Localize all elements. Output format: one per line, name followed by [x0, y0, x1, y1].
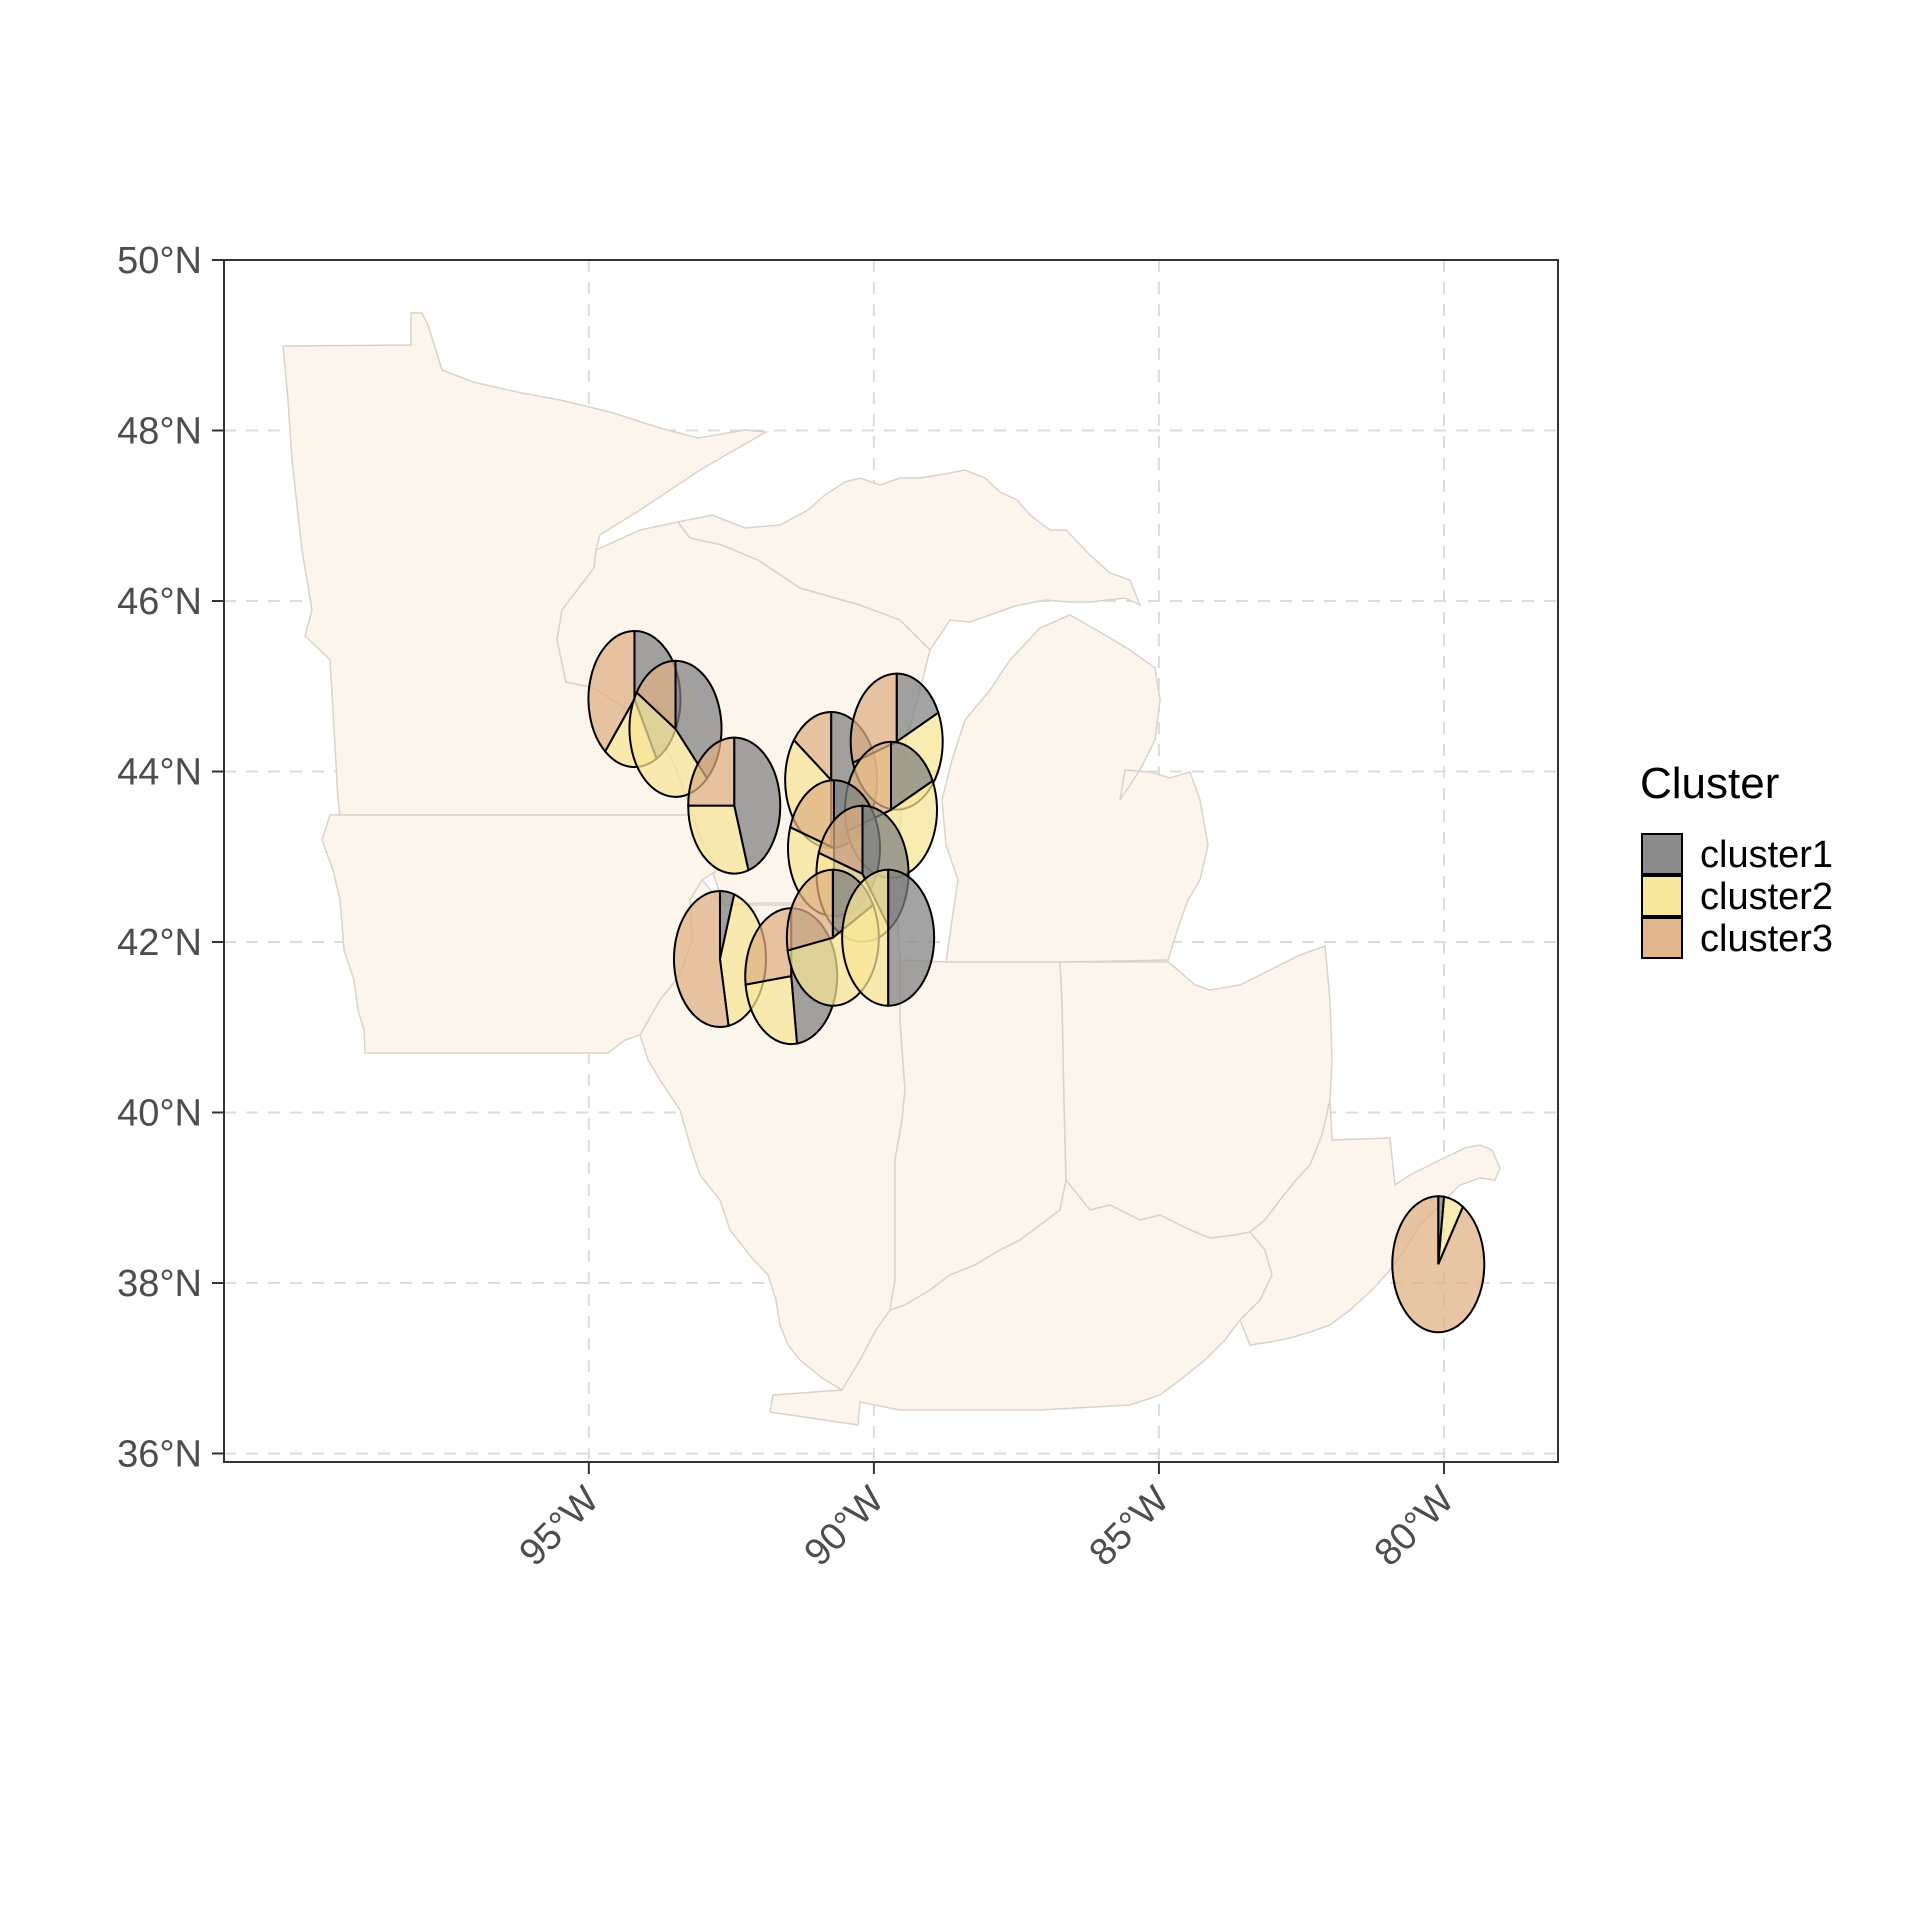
pie-slice-cluster3: [792, 711, 833, 783]
pie-slice-cluster3: [785, 868, 834, 952]
y-tick-label-3: 42°N: [117, 922, 202, 964]
pie-slice-cluster1: [733, 736, 782, 872]
x-tick-label-1: 90°W: [797, 1479, 893, 1575]
pie-slice-cluster3: [635, 659, 677, 732]
y-tick-label-0: 36°N: [117, 1433, 202, 1475]
state-upper-michigan: [676, 469, 1142, 652]
state-lower-michigan: [941, 614, 1209, 963]
y-tick-label-2: 40°N: [117, 1092, 202, 1134]
pie-site-11: [841, 868, 935, 1007]
legend-label-cluster3: cluster3: [1700, 918, 1833, 960]
pie-slice-cluster3: [673, 890, 730, 1029]
legend-key-cluster2: [1641, 875, 1683, 917]
y-tick-label-5: 46°N: [117, 581, 202, 623]
legend-label-cluster2: cluster2: [1700, 876, 1833, 918]
pie-slice-cluster3: [849, 672, 898, 765]
pie-slice-cluster3: [744, 907, 793, 986]
pie-slice-cluster3: [587, 630, 636, 754]
y-tick-label-1: 38°N: [117, 1263, 202, 1305]
y-tick-label-6: 48°N: [117, 410, 202, 452]
state-west-virginia: [1239, 1099, 1501, 1346]
y-tick-label-7: 50°N: [117, 240, 202, 282]
x-tick-labels: 95°W 90°W 85°W 80°W: [512, 1479, 1463, 1575]
legend-key-cluster3: [1641, 917, 1683, 959]
pie-site-12: [1391, 1195, 1486, 1334]
axis-ticks: [212, 259, 1445, 1474]
pie-slice-cluster3: [817, 804, 864, 876]
pie-slice-cluster1: [895, 672, 940, 744]
legend-title: Cluster: [1640, 759, 1779, 808]
state-outlines: [282, 312, 1501, 1426]
x-tick-label-3: 80°W: [1367, 1479, 1463, 1575]
pie-slice-cluster3: [687, 736, 736, 807]
x-tick-label-0: 95°W: [512, 1479, 608, 1575]
y-tick-label-4: 44°N: [117, 751, 202, 793]
pie-slice-cluster3: [1391, 1195, 1486, 1334]
x-tick-label-2: 85°W: [1082, 1479, 1178, 1575]
panel-border: [223, 259, 1559, 1463]
pie-slice-cluster2: [687, 804, 750, 875]
state-iowa: [321, 814, 720, 1054]
pie-site-2: [687, 736, 782, 875]
pie-slice-cluster1: [887, 868, 935, 1007]
pie-slice-cluster1: [890, 740, 934, 812]
y-tick-labels: 36°N 38°N 40°N 42°N 44°N 46°N 48°N 50°N: [117, 240, 202, 1475]
state-kentucky: [769, 1178, 1273, 1426]
pie-slice-cluster2: [841, 868, 890, 1007]
pie-slice-cluster2: [744, 974, 799, 1046]
legend-label-cluster1: cluster1: [1700, 834, 1833, 876]
pie-glyphs: [587, 630, 1486, 1334]
legend-key-cluster1: [1641, 833, 1683, 875]
pie-slice-cluster3: [789, 779, 835, 850]
